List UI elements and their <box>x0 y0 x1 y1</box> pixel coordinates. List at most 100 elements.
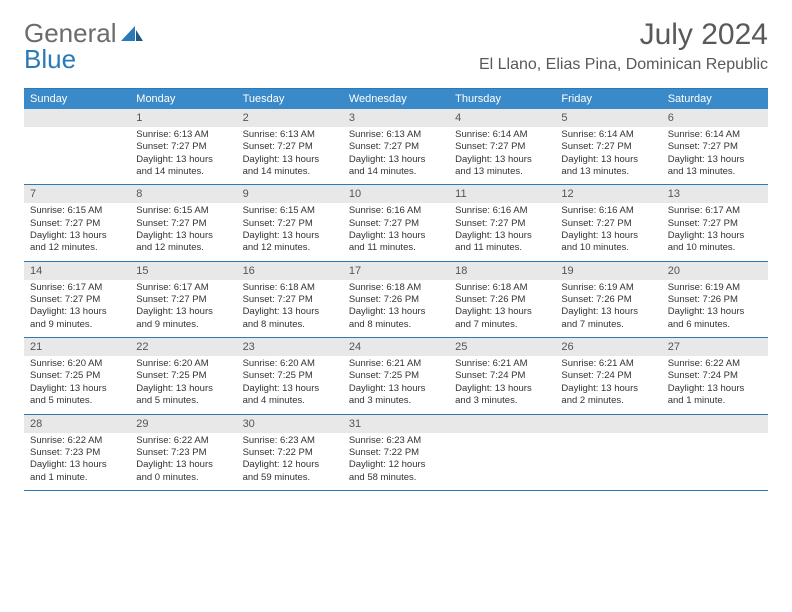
day-info-line: and 14 minutes. <box>243 166 337 178</box>
day-info-line: Sunrise: 6:21 AM <box>455 358 549 370</box>
day-cell <box>449 433 555 490</box>
day-info-line: Daylight: 13 hours <box>30 459 124 471</box>
day-info-line: Daylight: 13 hours <box>136 154 230 166</box>
daynum-strip: 123456 <box>24 109 768 127</box>
day-number: 13 <box>662 185 768 203</box>
day-info-line: Sunset: 7:27 PM <box>243 218 337 230</box>
day-info-line: Daylight: 13 hours <box>455 306 549 318</box>
day-number: 8 <box>130 185 236 203</box>
day-info-line: and 7 minutes. <box>561 319 655 331</box>
day-info-line: Daylight: 13 hours <box>455 383 549 395</box>
weekday-header: Sunday <box>24 89 130 109</box>
day-info-line: Sunrise: 6:21 AM <box>561 358 655 370</box>
day-number: 9 <box>237 185 343 203</box>
day-number: 14 <box>24 262 130 280</box>
day-info-line: Sunrise: 6:15 AM <box>243 205 337 217</box>
day-info-line: and 10 minutes. <box>561 242 655 254</box>
day-info-line: Daylight: 13 hours <box>30 230 124 242</box>
day-cell: Sunrise: 6:13 AMSunset: 7:27 PMDaylight:… <box>237 127 343 184</box>
weekday-header-row: SundayMondayTuesdayWednesdayThursdayFrid… <box>24 89 768 109</box>
day-info-line: Sunrise: 6:17 AM <box>136 282 230 294</box>
day-info-line: Daylight: 13 hours <box>243 306 337 318</box>
day-cell: Sunrise: 6:16 AMSunset: 7:27 PMDaylight:… <box>449 203 555 260</box>
day-number: 17 <box>343 262 449 280</box>
day-info-line: Daylight: 13 hours <box>668 230 762 242</box>
day-info-line: Sunset: 7:27 PM <box>136 141 230 153</box>
day-info-line: Sunset: 7:27 PM <box>30 294 124 306</box>
day-info-line: and 0 minutes. <box>136 472 230 484</box>
day-info-line: Sunset: 7:27 PM <box>30 218 124 230</box>
day-info-line: Sunrise: 6:13 AM <box>136 129 230 141</box>
day-info-line: Sunrise: 6:18 AM <box>243 282 337 294</box>
day-number: 11 <box>449 185 555 203</box>
body-strip: Sunrise: 6:20 AMSunset: 7:25 PMDaylight:… <box>24 356 768 413</box>
day-info-line: and 12 minutes. <box>243 242 337 254</box>
day-number: 6 <box>662 109 768 127</box>
day-info-line: Daylight: 13 hours <box>136 230 230 242</box>
day-info-line: Sunrise: 6:20 AM <box>30 358 124 370</box>
day-info-line: and 9 minutes. <box>136 319 230 331</box>
day-cell: Sunrise: 6:16 AMSunset: 7:27 PMDaylight:… <box>343 203 449 260</box>
day-info-line: Sunset: 7:26 PM <box>561 294 655 306</box>
week-block: 123456Sunrise: 6:13 AMSunset: 7:27 PMDay… <box>24 109 768 184</box>
day-info-line: and 14 minutes. <box>349 166 443 178</box>
day-number <box>662 415 768 433</box>
day-info-line: Daylight: 13 hours <box>136 383 230 395</box>
logo-sail-icon <box>121 24 143 42</box>
day-info-line: Sunrise: 6:17 AM <box>668 205 762 217</box>
day-info-line: and 4 minutes. <box>243 395 337 407</box>
weekday-header: Friday <box>555 89 661 109</box>
week-block: 28293031Sunrise: 6:22 AMSunset: 7:23 PMD… <box>24 415 768 490</box>
day-info-line: Sunrise: 6:18 AM <box>455 282 549 294</box>
weekday-header: Wednesday <box>343 89 449 109</box>
day-cell: Sunrise: 6:20 AMSunset: 7:25 PMDaylight:… <box>130 356 236 413</box>
day-info-line: and 9 minutes. <box>30 319 124 331</box>
day-number: 26 <box>555 338 661 356</box>
day-number: 7 <box>24 185 130 203</box>
day-info-line: Daylight: 13 hours <box>30 383 124 395</box>
location-subtitle: El Llano, Elias Pina, Dominican Republic <box>479 56 768 74</box>
day-info-line: Daylight: 13 hours <box>349 306 443 318</box>
day-info-line: Sunset: 7:23 PM <box>136 447 230 459</box>
day-info-line: Daylight: 13 hours <box>243 383 337 395</box>
day-info-line: and 3 minutes. <box>349 395 443 407</box>
day-info-line: and 13 minutes. <box>561 166 655 178</box>
week-block: 21222324252627Sunrise: 6:20 AMSunset: 7:… <box>24 338 768 413</box>
day-number: 24 <box>343 338 449 356</box>
day-cell: Sunrise: 6:17 AMSunset: 7:27 PMDaylight:… <box>24 280 130 337</box>
day-info-line: Sunrise: 6:22 AM <box>136 435 230 447</box>
day-info-line: and 8 minutes. <box>243 319 337 331</box>
day-number: 4 <box>449 109 555 127</box>
daynum-strip: 28293031 <box>24 415 768 433</box>
day-info-line: Daylight: 13 hours <box>455 230 549 242</box>
body-strip: Sunrise: 6:22 AMSunset: 7:23 PMDaylight:… <box>24 433 768 490</box>
day-info-line: and 7 minutes. <box>455 319 549 331</box>
day-cell: Sunrise: 6:18 AMSunset: 7:26 PMDaylight:… <box>449 280 555 337</box>
day-info-line: Daylight: 13 hours <box>136 306 230 318</box>
day-number: 22 <box>130 338 236 356</box>
day-info-line: Sunrise: 6:19 AM <box>668 282 762 294</box>
day-info-line: Sunset: 7:27 PM <box>455 218 549 230</box>
day-info-line: Sunrise: 6:16 AM <box>349 205 443 217</box>
day-number: 2 <box>237 109 343 127</box>
day-cell: Sunrise: 6:18 AMSunset: 7:27 PMDaylight:… <box>237 280 343 337</box>
day-info-line: Daylight: 13 hours <box>136 459 230 471</box>
day-info-line: and 14 minutes. <box>136 166 230 178</box>
day-info-line: Sunset: 7:27 PM <box>561 218 655 230</box>
day-info-line: Sunset: 7:24 PM <box>668 370 762 382</box>
day-info-line: Sunset: 7:26 PM <box>349 294 443 306</box>
day-number: 12 <box>555 185 661 203</box>
day-cell: Sunrise: 6:17 AMSunset: 7:27 PMDaylight:… <box>662 203 768 260</box>
day-cell: Sunrise: 6:21 AMSunset: 7:24 PMDaylight:… <box>555 356 661 413</box>
day-info-line: Sunrise: 6:14 AM <box>455 129 549 141</box>
day-info-line: Daylight: 13 hours <box>30 306 124 318</box>
day-cell: Sunrise: 6:22 AMSunset: 7:23 PMDaylight:… <box>130 433 236 490</box>
day-info-line: Sunrise: 6:15 AM <box>136 205 230 217</box>
day-number <box>555 415 661 433</box>
day-number: 21 <box>24 338 130 356</box>
day-info-line: Daylight: 13 hours <box>349 383 443 395</box>
day-cell <box>24 127 130 184</box>
day-info-line: Sunset: 7:26 PM <box>668 294 762 306</box>
day-cell: Sunrise: 6:14 AMSunset: 7:27 PMDaylight:… <box>555 127 661 184</box>
day-info-line: and 58 minutes. <box>349 472 443 484</box>
